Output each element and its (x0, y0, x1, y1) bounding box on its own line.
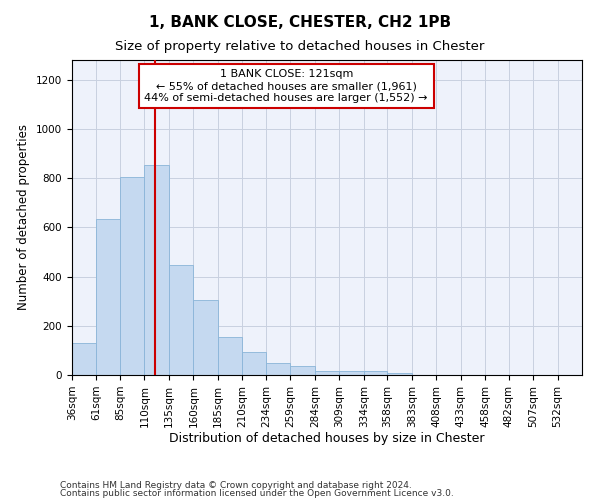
Bar (72, 343, 97, 375)
X-axis label: Distribution of detached houses by size in Chester: Distribution of detached houses by size … (169, 432, 485, 446)
Bar (315, 372, 339, 375)
Bar (387, 372, 412, 375)
Bar (193, 300, 218, 375)
Bar (145, 164, 169, 375)
Bar (266, 362, 290, 375)
Bar (290, 366, 315, 375)
Bar (364, 370, 387, 375)
Text: Size of property relative to detached houses in Chester: Size of property relative to detached ho… (115, 40, 485, 53)
Text: Contains HM Land Registry data © Crown copyright and database right 2024.: Contains HM Land Registry data © Crown c… (60, 480, 412, 490)
Text: 1, BANK CLOSE, CHESTER, CH2 1PB: 1, BANK CLOSE, CHESTER, CH2 1PB (149, 15, 451, 30)
Text: 1 BANK CLOSE: 121sqm
← 55% of detached houses are smaller (1,961)
44% of semi-de: 1 BANK CLOSE: 121sqm ← 55% of detached h… (145, 70, 428, 102)
Bar (218, 337, 242, 375)
Y-axis label: Number of detached properties: Number of detached properties (17, 124, 31, 310)
Bar (169, 266, 193, 375)
Bar (242, 352, 266, 375)
Text: Contains public sector information licensed under the Open Government Licence v3: Contains public sector information licen… (60, 489, 454, 498)
Bar (97, 218, 120, 375)
Bar (120, 177, 145, 375)
Bar (339, 370, 364, 375)
